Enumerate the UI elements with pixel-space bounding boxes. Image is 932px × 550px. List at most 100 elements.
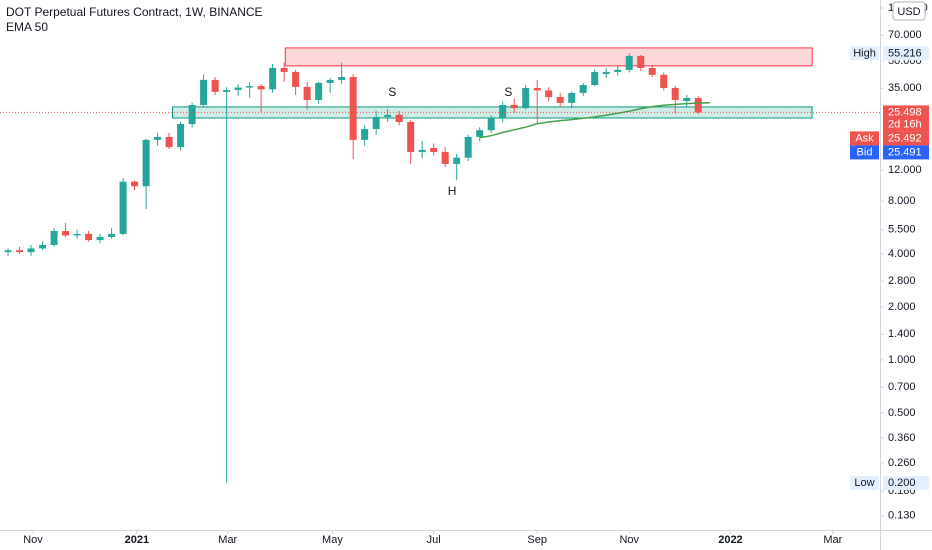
y-tick-label: 1.400: [888, 328, 916, 340]
x-tick-label: 2021: [125, 534, 149, 546]
candle-body: [522, 87, 530, 109]
candle-body: [177, 124, 185, 148]
bid-value: 25.491: [888, 146, 922, 158]
y-tick-label: 0.260: [888, 457, 916, 469]
candle-body: [591, 71, 599, 85]
candle-body: [533, 87, 541, 91]
candle-body: [510, 104, 518, 109]
candle-body: [349, 77, 357, 140]
candle-body: [407, 121, 415, 152]
candle-body: [62, 231, 70, 236]
candle-body: [142, 139, 150, 187]
candle-body: [4, 250, 12, 253]
candle-body: [154, 136, 162, 140]
x-tick-label: Nov: [23, 534, 43, 546]
candle-body: [602, 71, 610, 74]
pattern-label: S: [504, 85, 512, 99]
ask-name: Ask: [855, 132, 874, 144]
candle-body: [361, 129, 369, 140]
ask-value-box: [883, 131, 929, 146]
x-tick-label: Mar: [218, 534, 237, 546]
candle-body: [568, 92, 576, 103]
candle-body: [453, 157, 461, 164]
currency-button: [892, 1, 926, 21]
candle-body: [211, 79, 219, 92]
candle-body: [200, 79, 208, 105]
x-tick-label: 2022: [718, 534, 742, 546]
low-value-box: [883, 475, 929, 490]
candle-body: [27, 248, 35, 253]
y-tick-label: 0.700: [888, 381, 916, 393]
candle-body: [326, 79, 334, 83]
x-tick-label: May: [322, 534, 343, 546]
candle-body: [119, 181, 127, 234]
y-tick-label: 8.000: [888, 195, 916, 207]
currency-label: USD: [897, 6, 920, 18]
candle-body: [660, 74, 668, 88]
x-tick-label: Mar: [823, 534, 842, 546]
candle-body: [625, 55, 633, 70]
candle-body: [50, 231, 58, 245]
high-value: 55.216: [888, 47, 922, 59]
bid-name: Bid: [857, 146, 873, 158]
candle-body: [108, 233, 116, 237]
x-tick-label: Sep: [527, 534, 547, 546]
candle-body: [269, 67, 277, 90]
candle-body: [96, 236, 104, 241]
ema-line: [479, 102, 710, 139]
candle-body: [292, 71, 300, 87]
candle-body: [246, 86, 254, 88]
zone: [284, 47, 813, 67]
candle-body: [73, 233, 81, 236]
indicator-legend: EMA 50: [6, 20, 48, 34]
candle-body: [499, 104, 507, 119]
candle-body: [648, 67, 656, 75]
last-price-box: [883, 105, 929, 132]
candle-body: [257, 86, 265, 90]
y-tick-label: 2.000: [888, 301, 916, 313]
x-tick-label: Jul: [427, 534, 441, 546]
candle-body: [637, 55, 645, 68]
candle-body: [418, 149, 426, 152]
candle-body: [315, 82, 323, 100]
y-tick-label: 50.000: [888, 55, 922, 67]
ask-name-box: [850, 131, 879, 146]
candle-body: [441, 151, 449, 164]
bid-name-box: [850, 145, 879, 160]
candle-body: [545, 90, 553, 97]
candle-body: [280, 67, 288, 72]
y-tick-label: 4.000: [888, 248, 916, 260]
chart-title: DOT Perpetual Futures Contract, 1W, BINA…: [6, 5, 263, 19]
high-name: High: [853, 47, 876, 59]
ask-value: 25.492: [888, 132, 922, 144]
y-tick-label: 5.500: [888, 224, 916, 236]
last-price: 25.498: [888, 106, 922, 118]
candle-body: [131, 181, 139, 187]
y-tick-label: 0.500: [888, 407, 916, 419]
pattern-label: S: [388, 85, 396, 99]
bar-countdown: 2d 16h: [888, 118, 922, 130]
high-value-box: [883, 46, 929, 61]
y-tick-label: 0.360: [888, 432, 916, 444]
low-name-box: [850, 475, 879, 490]
candle-body: [614, 69, 622, 72]
y-tick-label: 2.800: [888, 275, 916, 287]
candle-body: [223, 89, 231, 92]
candle-body: [234, 87, 242, 90]
y-tick-label: 0.130: [888, 510, 916, 522]
candle-body: [464, 136, 472, 158]
candle-body: [671, 87, 679, 100]
y-tick-label: 70.000: [888, 29, 922, 41]
candle-body: [579, 84, 587, 93]
low-value: 0.200: [888, 477, 916, 489]
candle-body: [476, 130, 484, 137]
high-name-box: [850, 46, 879, 61]
bid-value-box: [883, 145, 929, 160]
y-tick-label: 12.000: [888, 164, 922, 176]
candle-body: [372, 117, 380, 130]
candle-body: [395, 114, 403, 122]
candle-body: [694, 97, 702, 113]
